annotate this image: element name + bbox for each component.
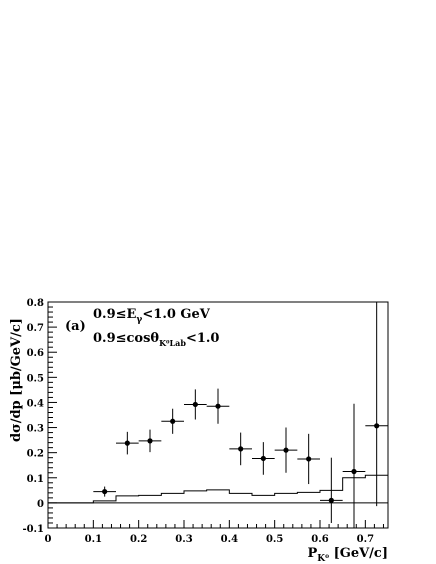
y-tick-label: -0.1: [22, 524, 44, 535]
y-tick-label: 0.4: [27, 398, 44, 409]
x-tick-label: 0.4: [221, 534, 238, 545]
data-point: [206, 388, 230, 424]
x-tick-label: 0: [45, 534, 52, 545]
y-tick-label: 0.7: [27, 323, 44, 334]
plot-frame: [47, 301, 389, 529]
data-point: [93, 486, 116, 497]
data-marker: [351, 468, 357, 475]
plot-area: [48, 302, 389, 528]
data-marker: [102, 488, 108, 495]
data-marker: [192, 401, 198, 408]
energy-annotation: 0.9≤Eγ<1.0 GeV: [93, 307, 211, 325]
data-point: [161, 408, 184, 434]
data-point: [116, 431, 139, 455]
x-tick-label: 0.6: [311, 534, 328, 545]
data-marker: [124, 440, 130, 446]
x-tick-label: 0.1: [85, 534, 102, 545]
data-marker: [170, 418, 176, 424]
y-tick-label: 0.2: [27, 449, 44, 460]
data-marker: [306, 456, 312, 462]
data-point: [229, 432, 252, 466]
data-point: [297, 433, 320, 485]
data-point: [365, 302, 388, 507]
data-marker: [260, 455, 266, 462]
y-tick-label: 0: [37, 499, 44, 510]
x-tick-label: 0.5: [266, 534, 283, 545]
data-point: [320, 457, 343, 523]
data-marker: [374, 423, 380, 429]
data-point: [342, 403, 366, 528]
y-axis-title: dσ/dp [μb/GeV/c]: [9, 318, 24, 442]
data-point: [184, 389, 207, 420]
x-axis-title: PK⁰ [GeV/c]: [308, 546, 389, 564]
data-point: [274, 427, 298, 473]
data-point: [252, 442, 275, 475]
x-tick-label: 0.2: [130, 534, 147, 545]
y-tick-label: 0.1: [27, 474, 44, 485]
y-tick-label: 0.8: [27, 298, 44, 309]
y-tick-label: 0.6: [27, 348, 44, 359]
data-marker: [283, 447, 289, 453]
x-axis: 0 0.1 0.2 0.3 0.4 0.5 0.6 0.7: [45, 520, 384, 545]
data-points: [93, 302, 388, 528]
data-marker: [215, 403, 221, 409]
angle-annotation: 0.9≤cosθK⁰Lab<1.0: [93, 331, 219, 348]
data-point: [138, 429, 162, 453]
panel-label: (a): [65, 319, 86, 334]
data-marker: [328, 497, 334, 503]
y-axis: -0.1 0 0.1 0.2 0.3 0.4 0.5 0.6 0.7 0.8: [22, 298, 57, 535]
y-tick-label: 0.5: [27, 373, 44, 384]
y-tick-label: 0.3: [27, 424, 44, 435]
data-marker: [147, 438, 153, 444]
x-tick-label: 0.3: [175, 534, 192, 545]
data-marker: [238, 446, 244, 452]
x-tick-label: 0.7: [357, 534, 374, 545]
histogram-curve: [48, 457, 389, 504]
